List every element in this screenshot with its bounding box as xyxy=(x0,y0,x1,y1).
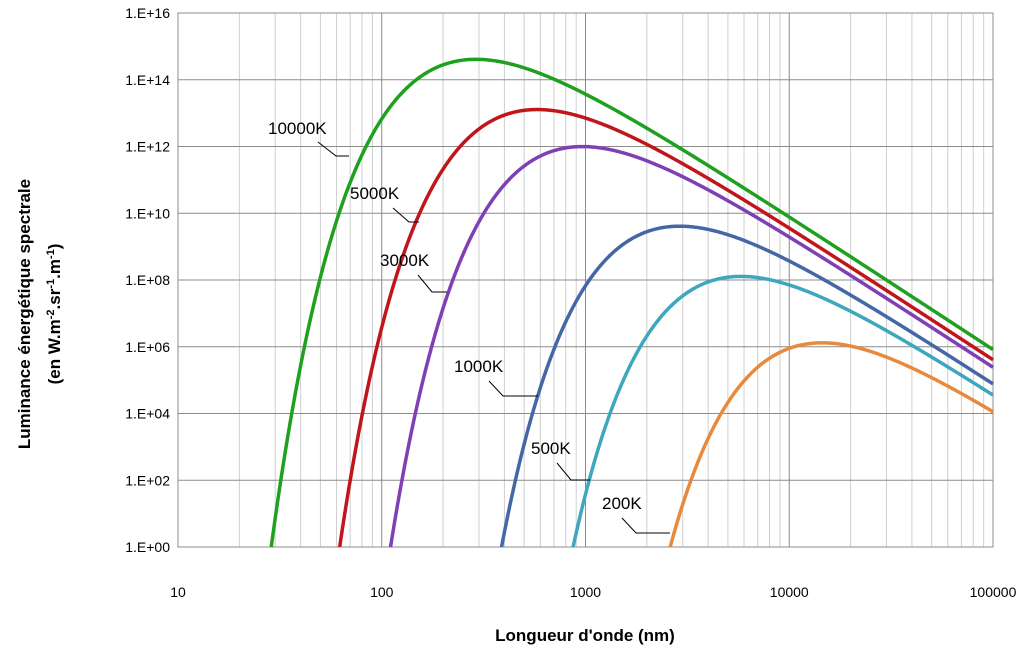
label-leader-1000K xyxy=(488,380,538,397)
x-tick-labels: 10 100 1000 10000 100000 xyxy=(170,584,1016,600)
series-line-5000K xyxy=(337,107,994,548)
y-tick-label: 1.E+12 xyxy=(125,139,170,155)
curve-label-200K: 200K xyxy=(602,494,642,513)
y-tick-label: 1.E+04 xyxy=(125,406,170,422)
series-line-500K xyxy=(571,274,994,548)
label-leader-500K xyxy=(556,462,590,481)
curve-label-500K: 500K xyxy=(531,439,571,458)
y-tick-label: 1.E+00 xyxy=(125,539,170,555)
curve-label-10000K: 10000K xyxy=(268,119,327,138)
x-tick-label: 1000 xyxy=(570,584,601,600)
y-tick-label: 1.E+06 xyxy=(125,339,170,355)
y-tick-label: 1.E+08 xyxy=(125,272,170,288)
y-tick-labels: 1.E+00 1.E+02 1.E+04 1.E+06 1.E+08 1.E+10 1.E+… xyxy=(125,5,170,555)
x-tick-label: 100000 xyxy=(970,584,1017,600)
x-axis-title: Longueur d'onde (nm) xyxy=(495,626,675,645)
x-tick-label: 100 xyxy=(370,584,394,600)
plot-area-border xyxy=(177,12,994,548)
x-tick-label: 10000 xyxy=(770,584,809,600)
curve-label-1000K: 1000K xyxy=(454,357,504,376)
curve-labels: 10000K 5000K 3000K 1000K 500K 200K xyxy=(268,119,670,534)
curve-label-5000K: 5000K xyxy=(350,184,400,203)
curves xyxy=(269,57,994,549)
y-tick-label: 1.E+10 xyxy=(125,205,170,221)
series-line-3000K xyxy=(388,144,994,548)
y-axis-title: Luminance énergétique spectrale xyxy=(15,179,34,449)
y-tick-label: 1.E+14 xyxy=(125,72,170,88)
y-axis-unit: (en W.m-2.sr-1.m-1) xyxy=(45,244,64,385)
curve-label-3000K: 3000K xyxy=(380,251,430,270)
y-tick-label: 1.E+16 xyxy=(125,5,170,21)
series-line-200K xyxy=(668,341,994,548)
label-leader-10000K xyxy=(317,141,349,157)
series-line-1000K xyxy=(499,224,994,548)
x-tick-label: 10 xyxy=(170,584,186,600)
label-leader-200K xyxy=(621,517,670,534)
series-line-10000K xyxy=(269,57,994,549)
label-leader-5000K xyxy=(392,207,419,223)
label-leader-3000K xyxy=(417,274,447,293)
y-tick-label: 1.E+02 xyxy=(125,472,170,488)
